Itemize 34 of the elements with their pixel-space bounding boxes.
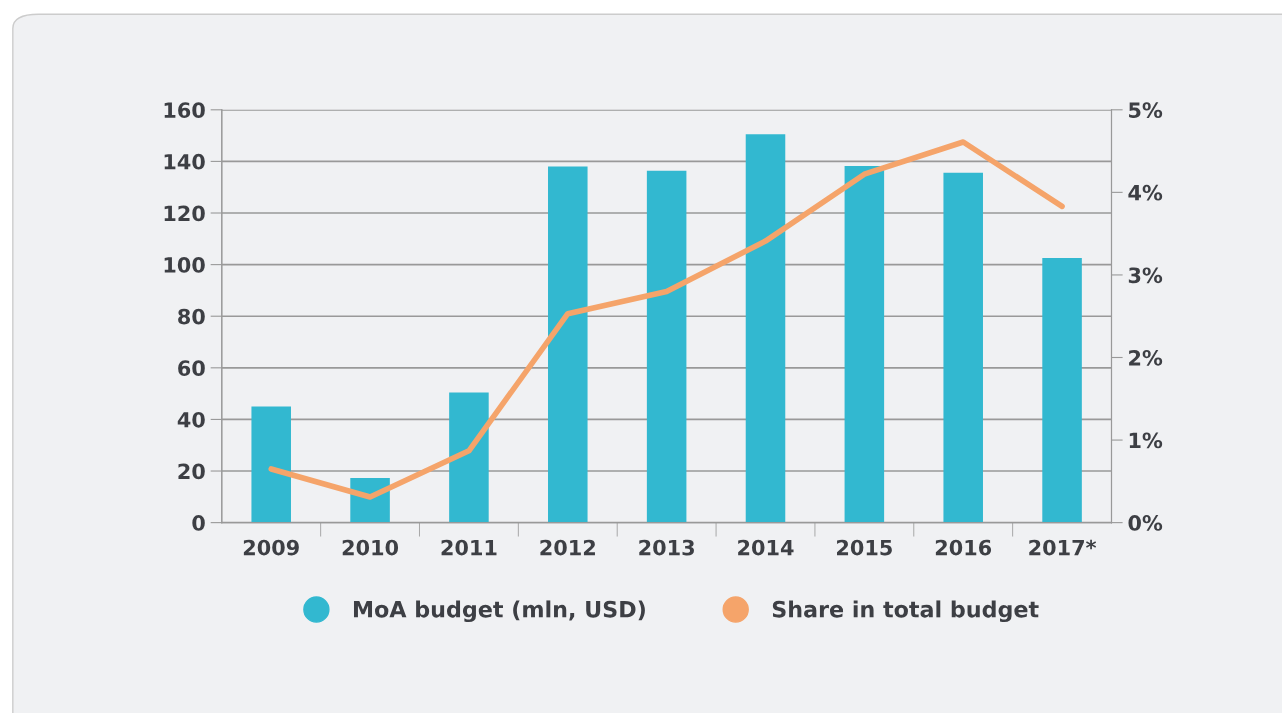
x-tick-label: 2010	[342, 539, 399, 556]
bar	[1042, 257, 1082, 523]
legend-label: Share in total budget	[772, 600, 1039, 623]
y-tick-label: 40	[177, 411, 205, 428]
bar	[548, 166, 588, 523]
y2-tick-label: 1%	[1129, 432, 1163, 449]
y-tick-label: 60	[178, 360, 205, 377]
bar	[646, 170, 687, 523]
y2-tick-label: 2%	[1129, 349, 1163, 366]
x-tick-label: 2012	[540, 539, 595, 556]
bar	[943, 172, 983, 523]
legend-label: MoA budget (mln, USD)	[353, 600, 645, 623]
x-tick-label: 2014	[738, 539, 794, 556]
bar	[745, 134, 786, 523]
bar	[251, 406, 291, 523]
y-tick-label: 80	[178, 308, 205, 325]
y2-tick-label: 5%	[1129, 102, 1163, 119]
y-tick-label: 140	[164, 153, 205, 170]
y2-tick-label: 4%	[1128, 184, 1163, 201]
x-tick-label: 2013	[639, 539, 694, 556]
y-tick-label: 120	[164, 205, 205, 222]
x-tick-label: 2009	[243, 539, 299, 556]
x-tick-label: 2015	[837, 539, 892, 556]
x-tick-label: 2016	[935, 539, 992, 556]
y2-tick-label: 0%	[1128, 515, 1163, 531]
y2-tick-label: 3%	[1128, 267, 1163, 284]
y-tick-label: 100	[164, 257, 205, 273]
y-tick-label: 160	[164, 102, 205, 119]
bar	[844, 166, 885, 523]
bar	[449, 392, 489, 523]
y-tick-label: 0	[192, 515, 205, 531]
y-tick-label: 20	[178, 463, 205, 480]
x-tick-label: 2017*	[1029, 539, 1097, 556]
x-tick-label: 2011	[441, 539, 497, 556]
